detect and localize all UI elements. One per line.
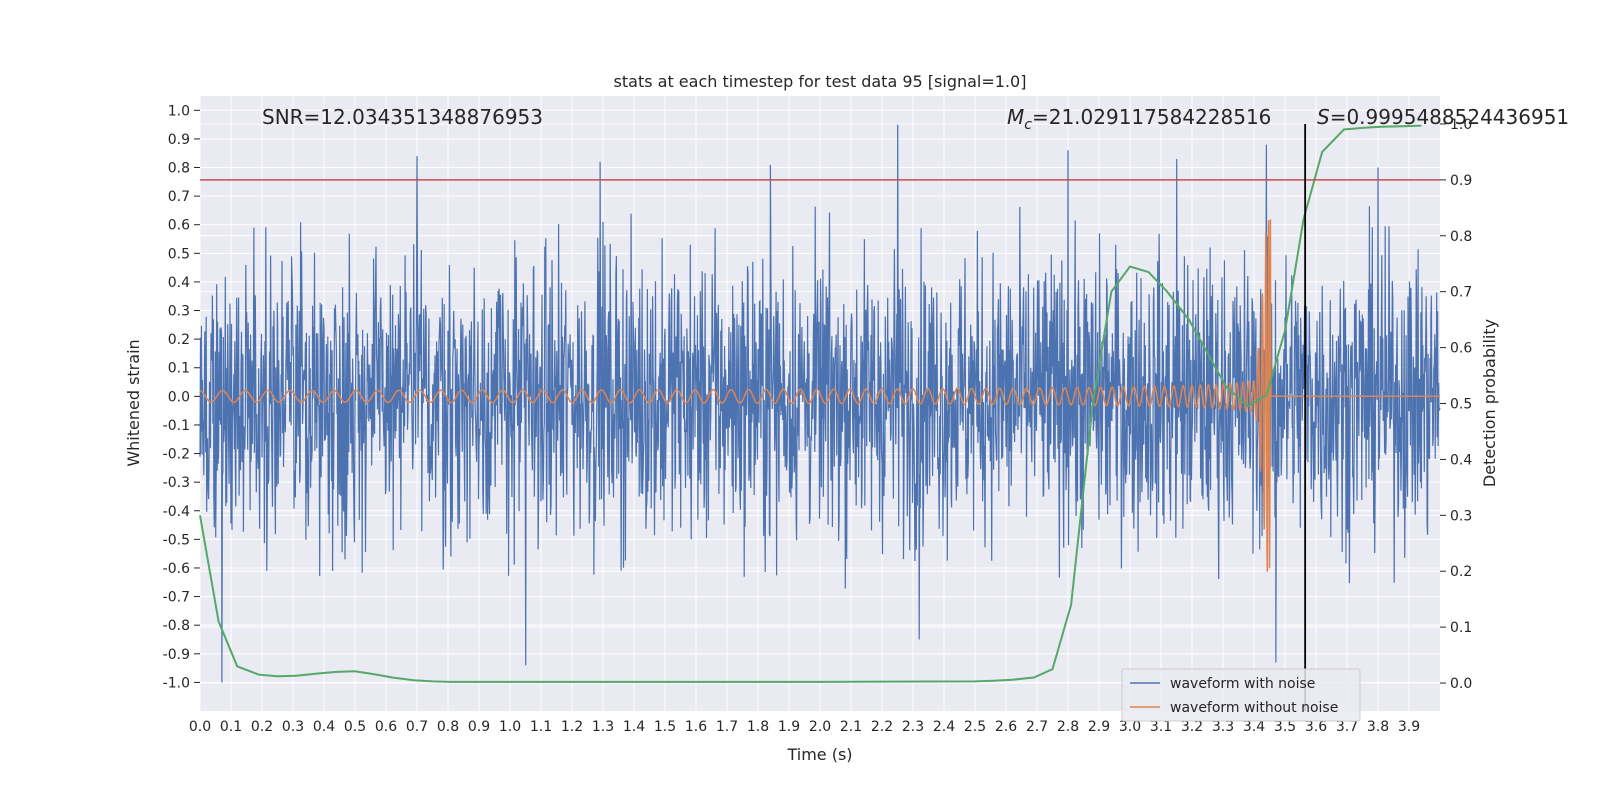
x-tick-label: 3.2 bbox=[1181, 719, 1203, 735]
x-tick-label: 1.6 bbox=[685, 719, 707, 735]
chirp-line bbox=[199, 219, 1440, 572]
y2-ticks: 1.0 0.9 0.8 0.7 0.6 0.5 0.4 0.3 0.2 0.1 0.0 bbox=[1440, 117, 1472, 692]
y-tick-label: 0.7 bbox=[168, 189, 190, 205]
x-tick-label: 1.0 bbox=[499, 719, 521, 735]
snr-annotation: SNR=12.034351348876953 bbox=[262, 105, 543, 129]
x-tick-label: 0.2 bbox=[251, 719, 273, 735]
y-tick-label: -0.2 bbox=[163, 447, 190, 463]
y2-tick-label: 0.5 bbox=[1450, 397, 1472, 413]
y-tick-label: 0.2 bbox=[168, 332, 190, 348]
y2-tick-label: 0.3 bbox=[1450, 508, 1472, 524]
x-tick-label: 2.1 bbox=[840, 719, 862, 735]
y2-tick-label: 0.4 bbox=[1450, 452, 1472, 468]
y-tick-label: -0.4 bbox=[163, 504, 190, 520]
x-tick-label: 3.7 bbox=[1336, 719, 1358, 735]
x-tick-label: 1.7 bbox=[716, 719, 738, 735]
legend-box bbox=[1121, 668, 1361, 722]
y-axis-label: Whitened strain bbox=[124, 339, 143, 466]
x-tick-label: 1.8 bbox=[747, 719, 769, 735]
y-tick-label: 0.1 bbox=[168, 361, 190, 377]
y2-tick-label: 0.6 bbox=[1450, 341, 1472, 357]
y2-tick-label: 0.2 bbox=[1450, 564, 1472, 580]
x-tick-label: 3.5 bbox=[1274, 719, 1296, 735]
y-tick-label: 0.9 bbox=[168, 132, 190, 148]
y-tick-label: 0.6 bbox=[168, 218, 190, 234]
y-tick-label: -0.7 bbox=[163, 590, 190, 606]
y-tick-label: 1.0 bbox=[168, 103, 190, 119]
y-tick-label: -0.5 bbox=[163, 532, 190, 548]
y2-tick-label: 0.1 bbox=[1450, 620, 1472, 636]
y-tick-label: 0.3 bbox=[168, 304, 190, 320]
y-tick-label: -0.6 bbox=[163, 561, 190, 577]
x-tick-label: 1.1 bbox=[530, 719, 552, 735]
y-tick-label: 0.0 bbox=[168, 389, 190, 405]
x-tick-label: 2.8 bbox=[1057, 719, 1079, 735]
x-tick-label: 0.7 bbox=[406, 719, 428, 735]
legend-label-noise: waveform with noise bbox=[1170, 676, 1315, 692]
y-tick-label: 0.4 bbox=[168, 275, 190, 291]
chirp-mass-annotation: Mc=21.029117584228516 bbox=[1007, 105, 1271, 133]
x-tick-label: 1.5 bbox=[654, 719, 676, 735]
y2-tick-label: 0.7 bbox=[1450, 285, 1472, 301]
legend-label-clean: waveform without noise bbox=[1170, 700, 1338, 716]
x-tick-label: 0.3 bbox=[282, 719, 304, 735]
x-tick-label: 3.4 bbox=[1243, 719, 1265, 735]
x-tick-label: 1.2 bbox=[561, 719, 583, 735]
y2-tick-label: 0.0 bbox=[1450, 676, 1472, 692]
x-tick-label: 2.5 bbox=[964, 719, 986, 735]
x-tick-label: 3.1 bbox=[1150, 719, 1172, 735]
x-tick-label: 1.4 bbox=[623, 719, 645, 735]
y-tick-label: 0.8 bbox=[168, 161, 190, 177]
x-axis-label: Time (s) bbox=[786, 745, 852, 764]
x-tick-label: 2.7 bbox=[1026, 719, 1048, 735]
legend: waveform with noise waveform without noi… bbox=[1121, 668, 1361, 722]
x-tick-label: 2.4 bbox=[933, 719, 955, 735]
x-tick-label: 2.9 bbox=[1088, 719, 1110, 735]
x-tick-label: 0.6 bbox=[375, 719, 397, 735]
noise-line bbox=[199, 124, 1441, 683]
y2-tick-label: 1.0 bbox=[1450, 117, 1472, 133]
y-tick-label: -0.9 bbox=[163, 647, 190, 663]
x-tick-label: 0.5 bbox=[344, 719, 366, 735]
x-tick-label: 3.6 bbox=[1305, 719, 1327, 735]
x-tick-label: 0.8 bbox=[437, 719, 459, 735]
series-waveform-without-noise bbox=[199, 219, 1440, 572]
x-tick-label: 2.0 bbox=[809, 719, 831, 735]
y-tick-label: -1.0 bbox=[163, 675, 190, 691]
x-tick-label: 2.6 bbox=[995, 719, 1017, 735]
y2-tick-label: 0.8 bbox=[1450, 229, 1472, 245]
y-ticks: 1.0 0.9 0.8 0.7 0.6 0.5 0.4 0.3 0.2 0.1 0.0 -0.1 -0.… bbox=[163, 103, 200, 691]
probability-line bbox=[199, 124, 1422, 683]
y2-axis-label: Detection probability bbox=[1480, 319, 1499, 487]
x-tick-label: 3.0 bbox=[1119, 719, 1141, 735]
series-waveform-with-noise bbox=[199, 124, 1441, 683]
x-tick-label: 0.0 bbox=[189, 719, 211, 735]
x-tick-label: 3.8 bbox=[1367, 719, 1389, 735]
x-tick-label: 3.9 bbox=[1398, 719, 1420, 735]
y-tick-label: -0.3 bbox=[163, 475, 190, 491]
y-tick-label: -0.1 bbox=[163, 418, 190, 434]
x-tick-label: 1.9 bbox=[778, 719, 800, 735]
chart-title: stats at each timestep for test data 95 … bbox=[614, 72, 1027, 91]
y-tick-label: -0.8 bbox=[163, 618, 190, 634]
significance-annotation: S=0.9995488524436951 bbox=[1317, 105, 1569, 129]
x-tick-label: 0.4 bbox=[313, 719, 335, 735]
x-tick-label: 1.3 bbox=[592, 719, 614, 735]
x-ticks: 0.0 0.1 0.2 0.3 0.4 0.5 0.6 0.7 0.8 0.9 1.0 1.1 1.2 1… bbox=[189, 719, 1420, 735]
y2-tick-label: 0.9 bbox=[1450, 173, 1472, 189]
series-detection-probability bbox=[199, 124, 1422, 683]
y-tick-label: 0.5 bbox=[168, 246, 190, 262]
x-tick-label: 2.2 bbox=[871, 719, 893, 735]
x-tick-label: 0.9 bbox=[468, 719, 490, 735]
x-tick-label: 0.1 bbox=[220, 719, 242, 735]
x-tick-label: 2.3 bbox=[902, 719, 924, 735]
x-tick-label: 3.3 bbox=[1212, 719, 1234, 735]
